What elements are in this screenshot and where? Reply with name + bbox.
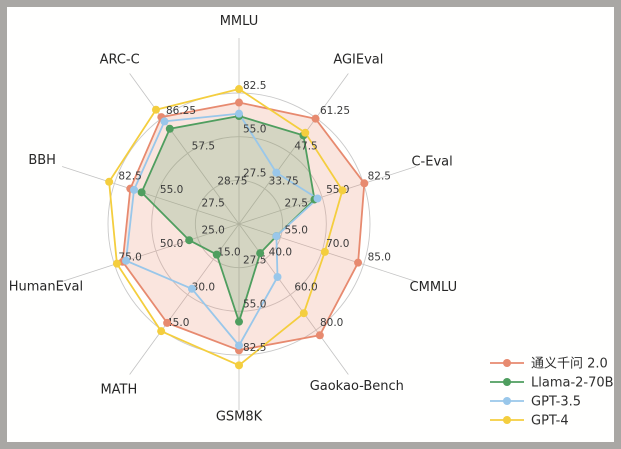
grid-ring xyxy=(151,136,327,312)
tick-label: 60.0 xyxy=(294,282,317,294)
tick-label: 33.75 xyxy=(269,176,299,188)
tick-label: 70.0 xyxy=(326,238,349,250)
data-point xyxy=(187,284,196,293)
data-point xyxy=(165,124,174,133)
data-point xyxy=(212,250,221,259)
category-label: GSM8K xyxy=(216,410,263,425)
category-label: Gaokao-Bench xyxy=(310,379,404,394)
chart-panel: 27.5 55.0 82.5 33.75 47.5 61.25 27.5 55.0 82.5 55… xyxy=(7,7,614,442)
legend-marker xyxy=(503,359,511,367)
legend-label: GPT-3.5 xyxy=(531,395,581,410)
category-label: BBH xyxy=(28,153,56,168)
tick-label: 27.5 xyxy=(285,198,308,210)
category-label: MMLU xyxy=(220,14,259,29)
data-point xyxy=(122,256,131,265)
tick-label: 47.5 xyxy=(294,140,317,152)
tick-label: 61.25 xyxy=(320,105,350,117)
data-point xyxy=(313,194,322,203)
legend-marker xyxy=(503,397,511,405)
data-point xyxy=(272,232,281,241)
data-point xyxy=(185,236,194,245)
tick-label: 30.0 xyxy=(192,282,215,294)
tick-label: 50.0 xyxy=(160,238,183,250)
axis-spoke xyxy=(61,223,240,282)
tick-label: 82.5 xyxy=(243,80,266,92)
data-point xyxy=(137,188,146,197)
axis-spoke xyxy=(238,223,349,375)
tick-label: 27.5 xyxy=(201,198,224,210)
axis-spoke xyxy=(61,166,240,225)
data-point xyxy=(272,168,281,177)
category-label: AGIEval xyxy=(333,53,383,68)
tick-label: 82.5 xyxy=(368,171,391,183)
legend-marker xyxy=(503,378,511,386)
axis-spoke xyxy=(129,223,240,375)
tick-label: 40.0 xyxy=(269,246,292,258)
legend-label: 通义千问 2.0 xyxy=(531,357,608,372)
tick-label: 55.0 xyxy=(243,298,266,310)
data-point xyxy=(105,177,114,186)
data-point xyxy=(256,249,265,258)
data-point xyxy=(157,327,166,336)
data-point xyxy=(235,85,243,94)
data-point xyxy=(320,247,329,256)
tick-label: 55.0 xyxy=(243,124,266,136)
axis-spoke xyxy=(238,73,349,225)
data-point xyxy=(315,331,324,340)
tick-label: 55.0 xyxy=(160,184,183,196)
tick-label: 27.5 xyxy=(243,255,266,267)
legend-label: GPT-4 xyxy=(531,414,569,429)
legend-marker xyxy=(503,416,511,424)
data-point xyxy=(112,259,121,268)
data-point xyxy=(130,185,139,194)
data-point xyxy=(163,318,172,327)
category-label: CMMLU xyxy=(410,280,458,295)
grid-ring xyxy=(194,179,284,269)
radar-chart: 27.5 55.0 82.5 33.75 47.5 61.25 27.5 55.0 82.5 55… xyxy=(9,14,614,429)
tick-label: 80.0 xyxy=(320,317,343,329)
category-label: MATH xyxy=(100,382,137,397)
category-label: HumanEval xyxy=(9,280,83,295)
data-point xyxy=(338,186,347,195)
data-point xyxy=(235,361,243,370)
data-point xyxy=(301,128,310,137)
tick-label: 45.0 xyxy=(166,317,189,329)
tick-label: 15.0 xyxy=(217,246,240,258)
data-point xyxy=(360,179,369,188)
tick-label: 57.5 xyxy=(192,140,215,152)
legend-label: Llama-2-70B xyxy=(531,376,614,391)
axis-spoke xyxy=(238,166,417,225)
tick-label: 82.5 xyxy=(243,342,266,354)
data-point xyxy=(235,341,243,350)
tick-label: 86.25 xyxy=(166,105,196,117)
tick-label: 25.0 xyxy=(201,224,224,236)
data-point xyxy=(235,317,243,326)
data-point xyxy=(160,117,169,126)
data-point xyxy=(235,109,243,118)
category-label: ARC-C xyxy=(100,53,140,68)
tick-label: 55.0 xyxy=(285,224,308,236)
tick-label: 85.0 xyxy=(368,251,391,263)
data-point xyxy=(311,114,320,123)
axis-spoke xyxy=(129,73,240,225)
tick-label: 27.5 xyxy=(243,167,266,179)
data-point xyxy=(235,98,243,107)
data-point xyxy=(151,105,160,114)
data-point xyxy=(354,258,363,267)
tick-label: 28.75 xyxy=(217,176,247,188)
data-point xyxy=(299,309,308,318)
tick-label: 82.5 xyxy=(118,171,141,183)
data-point xyxy=(273,272,282,281)
category-label: C-Eval xyxy=(411,154,452,169)
